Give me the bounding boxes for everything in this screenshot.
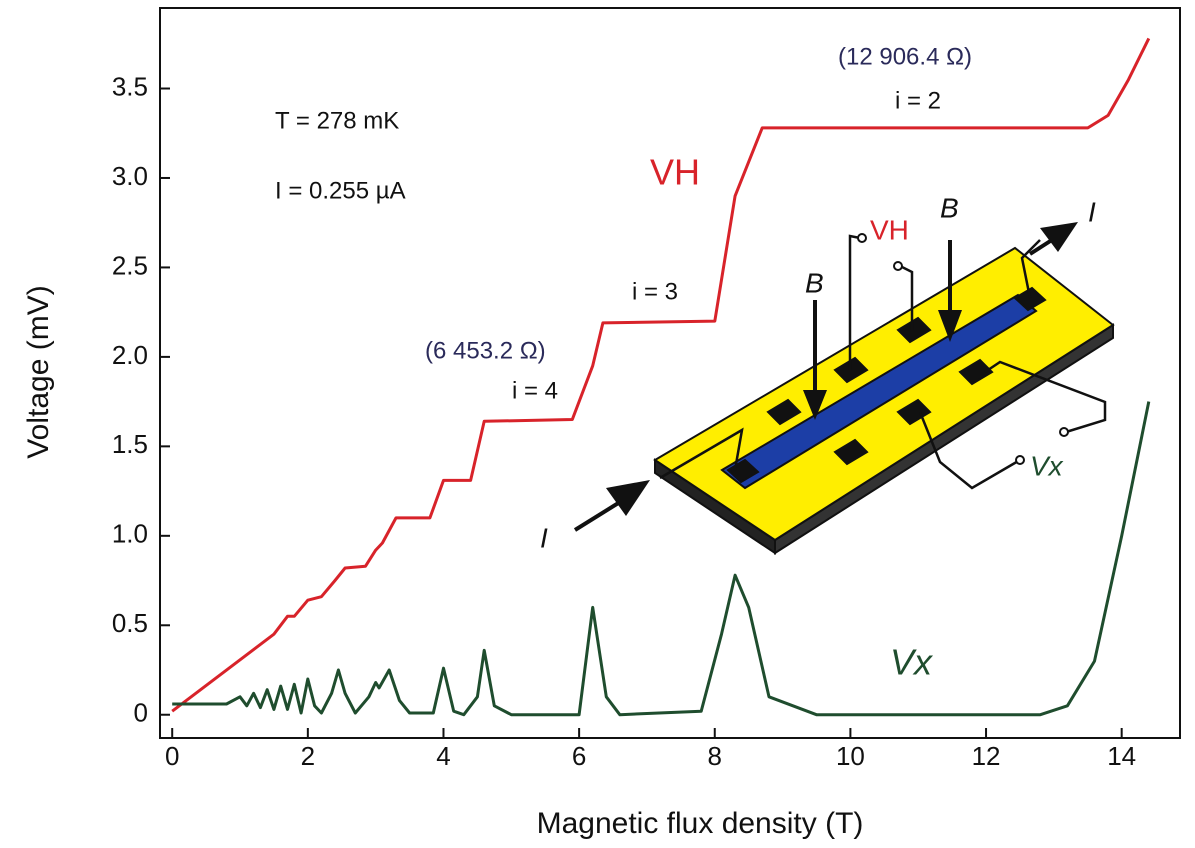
x-tick-label: 14 [1107,741,1136,771]
inset-label: I [540,522,548,553]
inset-diagram [573,222,1115,555]
annotation: i = 3 [632,278,678,305]
inset-label: I [1088,196,1096,227]
annotation: i = 2 [895,87,941,114]
wires [659,234,1107,490]
annotation: (6 453.2 Ω) [425,337,546,364]
y-tick-label: 3.0 [112,161,148,191]
x-tick-label: 12 [972,741,1001,771]
annotation: (12 906.4 Ω) [838,43,972,70]
annotation: T = 278 mK [275,107,399,134]
y-tick-label: 0.5 [112,608,148,638]
terminal [1015,455,1025,465]
x-tick-label: 2 [301,741,315,771]
contacts [726,286,1047,484]
y-tick-label: 2.0 [112,340,148,370]
series-label: Vx [890,642,934,683]
x-tick-label: 4 [436,741,450,771]
series-line [172,401,1151,717]
x-tick-label: 8 [708,741,722,771]
y-tick-label: 2.5 [112,250,148,280]
inset-label: B [805,267,824,298]
x-tick-label: 6 [572,741,586,771]
inset-label: Vx [1030,450,1064,481]
series-label: VH [650,152,700,193]
plot-frame [159,7,1181,739]
annotation: i = 4 [512,377,558,404]
y-tick-label: 1.0 [112,519,148,549]
series-line [171,37,1151,713]
x-axis-label: Magnetic flux density (T) [537,807,864,840]
annotation: I = 0.255 µA [275,177,406,204]
y-tick-label: 3.5 [112,71,148,101]
x-tick-label: 10 [836,741,865,771]
terminal [893,261,903,271]
inset-label: VH [870,214,909,245]
terminal [857,233,867,243]
y-tick-label: 0 [134,698,148,728]
arrows [573,222,1078,532]
y-tick-label: 1.5 [112,429,148,459]
y-axis-label: Voltage (mV) [22,285,55,458]
x-tick-label: 0 [165,741,179,771]
terminal [1059,427,1069,437]
inset-label: B [940,192,959,223]
hall-bar [720,293,1038,490]
